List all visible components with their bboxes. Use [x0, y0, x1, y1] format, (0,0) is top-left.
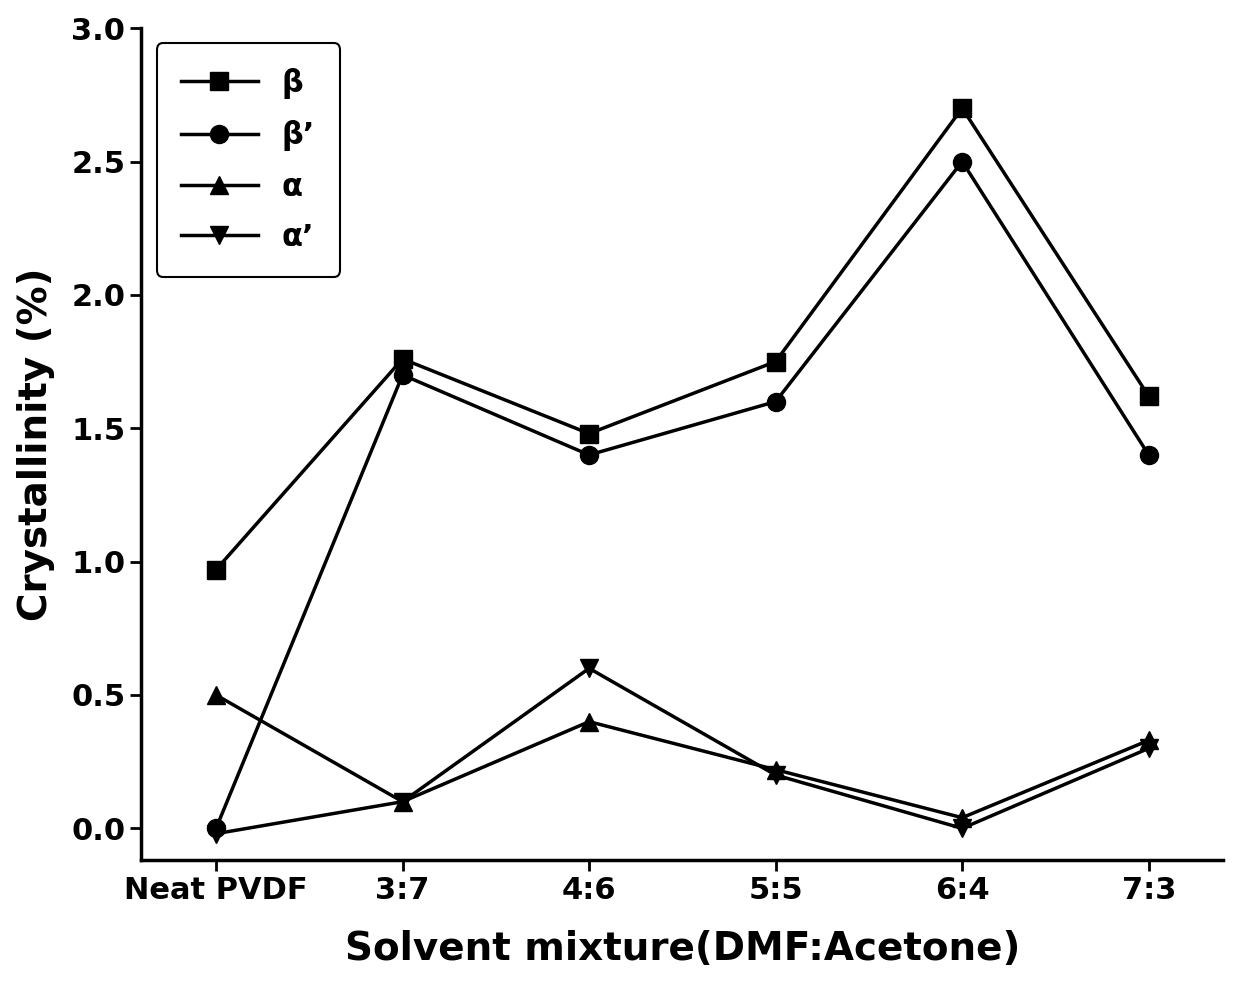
- Line: β: β: [207, 99, 1158, 578]
- Line: α’: α’: [207, 659, 1158, 843]
- α: [769, 763, 784, 775]
- α’: [396, 796, 410, 808]
- Y-axis label: Crystallinity (%): Crystallinity (%): [16, 268, 55, 621]
- β: [955, 102, 970, 114]
- β’: [208, 822, 223, 834]
- X-axis label: Solvent mixture(DMF:Acetone): Solvent mixture(DMF:Acetone): [345, 931, 1021, 968]
- α: [396, 796, 410, 808]
- α’: [769, 769, 784, 781]
- β’: [769, 396, 784, 408]
- β: [396, 353, 410, 364]
- α’: [582, 662, 596, 674]
- α: [955, 812, 970, 823]
- β’: [396, 369, 410, 381]
- Line: β’: β’: [207, 153, 1158, 837]
- α: [1141, 735, 1156, 747]
- α: [208, 690, 223, 701]
- Line: α: α: [207, 686, 1158, 826]
- α: [582, 716, 596, 728]
- β: [208, 563, 223, 575]
- β’: [1141, 449, 1156, 461]
- α’: [955, 822, 970, 834]
- β: [582, 427, 596, 439]
- β: [1141, 390, 1156, 402]
- α’: [1141, 743, 1156, 755]
- α’: [208, 827, 223, 839]
- Legend: β, β’, α, α’: β, β’, α, α’: [156, 43, 340, 277]
- β: [769, 356, 784, 367]
- β’: [955, 156, 970, 167]
- β’: [582, 449, 596, 461]
